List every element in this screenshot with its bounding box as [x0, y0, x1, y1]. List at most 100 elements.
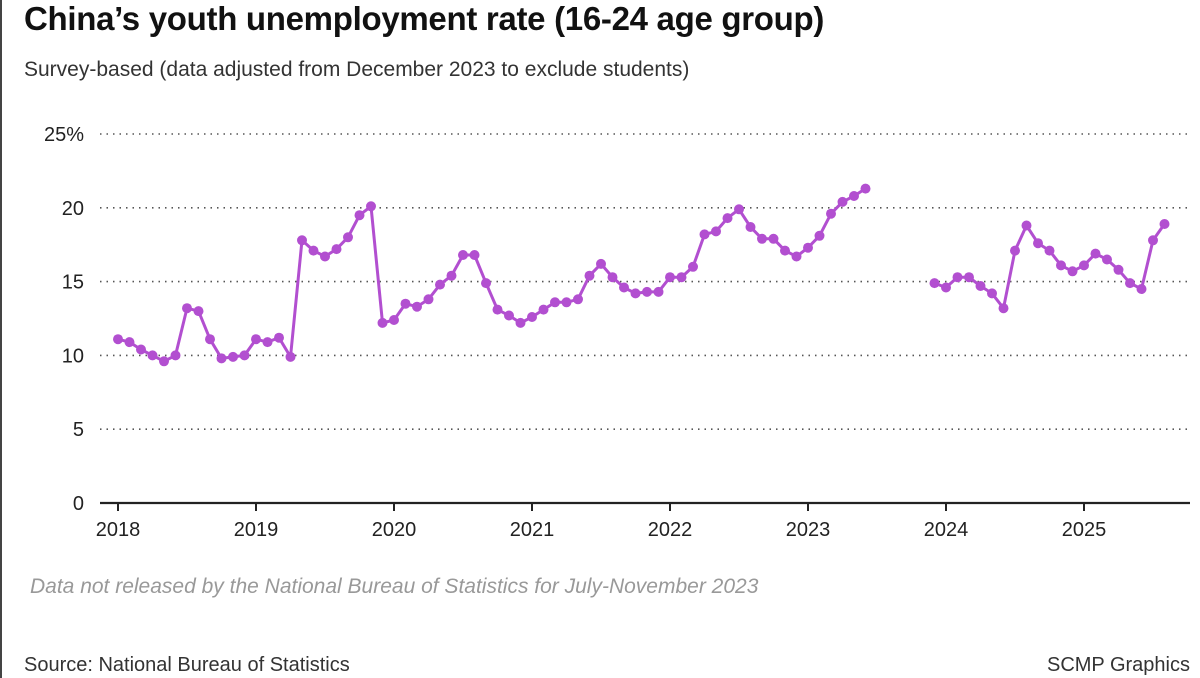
data-point [550, 297, 560, 308]
data-point [170, 350, 181, 361]
x-tick-label: 2024 [924, 519, 969, 541]
gridlines [100, 133, 1190, 431]
data-point [320, 251, 330, 262]
x-tick-label: 2023 [786, 519, 831, 541]
series-line [933, 223, 1166, 310]
data-point [1090, 248, 1101, 259]
data-point [688, 261, 698, 272]
data-point [665, 272, 675, 283]
data-point [389, 315, 399, 325]
data-series [113, 183, 1170, 367]
data-point [228, 351, 238, 362]
data-point [780, 245, 790, 256]
data-point [182, 303, 192, 314]
data-point [1079, 260, 1089, 271]
data-point [757, 233, 767, 244]
data-point [975, 281, 986, 291]
data-point [423, 294, 434, 305]
data-point [159, 356, 169, 367]
data-point [216, 353, 227, 364]
y-tick-label: 10 [62, 345, 84, 367]
series-line [117, 187, 867, 363]
data-point [504, 310, 514, 321]
data-point [860, 183, 871, 194]
data-point [435, 279, 445, 290]
data-point [941, 282, 951, 293]
data-point [998, 303, 1009, 314]
data-point [469, 250, 480, 260]
data-point [964, 272, 974, 283]
data-point [308, 245, 319, 256]
data-point [331, 244, 342, 255]
data-point [699, 229, 710, 240]
data-point [412, 301, 422, 312]
y-tick-label: 0 [73, 493, 84, 515]
data-point [734, 204, 744, 215]
data-point [262, 337, 273, 348]
x-tick-label: 2021 [510, 519, 555, 541]
x-tick-label: 2020 [372, 519, 417, 541]
data-point [1136, 284, 1147, 294]
data-point [584, 270, 595, 281]
data-point [205, 334, 215, 345]
data-point [492, 304, 503, 315]
data-point [987, 288, 997, 299]
line-chart: 2018 2019 2020 2021 2022 2023 2024 2025 0 5 10 15 2… [44, 124, 1190, 541]
left-border [0, 0, 2, 678]
data-point [745, 222, 756, 232]
data-point [1125, 278, 1135, 289]
data-point [400, 298, 411, 309]
x-tick-label: 2018 [96, 519, 141, 541]
data-note: Data not released by the National Bureau… [30, 575, 759, 598]
data-point [1148, 235, 1158, 246]
data-point [837, 196, 848, 207]
data-point [1021, 220, 1032, 231]
data-point [343, 232, 353, 243]
data-point [676, 272, 687, 283]
y-axis: 0 5 10 15 20 25% [44, 124, 84, 515]
data-point [377, 317, 388, 328]
data-point [607, 272, 618, 283]
credit-text: SCMP Graphics [1046, 654, 1190, 676]
data-point [596, 258, 606, 269]
chart-subtitle: Survey-based (data adjusted from Decembe… [24, 58, 690, 81]
source-text: Source: National Bureau of Statistics [24, 654, 350, 676]
data-point [1044, 245, 1055, 256]
y-tick-label: 15 [62, 272, 84, 294]
data-point [147, 350, 158, 361]
data-point [446, 270, 457, 281]
data-point [642, 286, 652, 297]
data-point [1067, 266, 1078, 277]
data-point [653, 286, 664, 297]
data-point [929, 278, 940, 289]
data-point [136, 344, 146, 355]
data-point [538, 304, 549, 315]
y-tick-label: 25% [44, 124, 84, 146]
data-point [366, 201, 376, 212]
data-point [814, 230, 825, 241]
chart-title: China’s youth unemployment rate (16-24 a… [24, 0, 825, 37]
data-point [251, 334, 261, 345]
data-point [458, 250, 468, 260]
data-point [1033, 238, 1043, 249]
data-point [113, 334, 123, 345]
x-tick-label: 2025 [1062, 519, 1107, 541]
x-tick-label: 2019 [234, 519, 279, 541]
data-point [952, 272, 963, 283]
x-axis: 2018 2019 2020 2021 2022 2023 2024 2025 [96, 501, 1190, 541]
y-tick-label: 20 [62, 198, 84, 220]
data-point [1102, 254, 1112, 265]
x-tick-label: 2022 [648, 519, 693, 541]
data-point [193, 306, 204, 317]
data-point [849, 191, 859, 201]
data-point [561, 297, 572, 308]
data-point [573, 294, 583, 305]
data-point [239, 350, 250, 361]
data-point [1113, 264, 1124, 275]
data-point [515, 317, 526, 328]
data-point [630, 288, 641, 299]
data-point [791, 251, 802, 262]
data-point [826, 208, 836, 219]
data-point [274, 332, 284, 343]
data-point [354, 210, 365, 221]
